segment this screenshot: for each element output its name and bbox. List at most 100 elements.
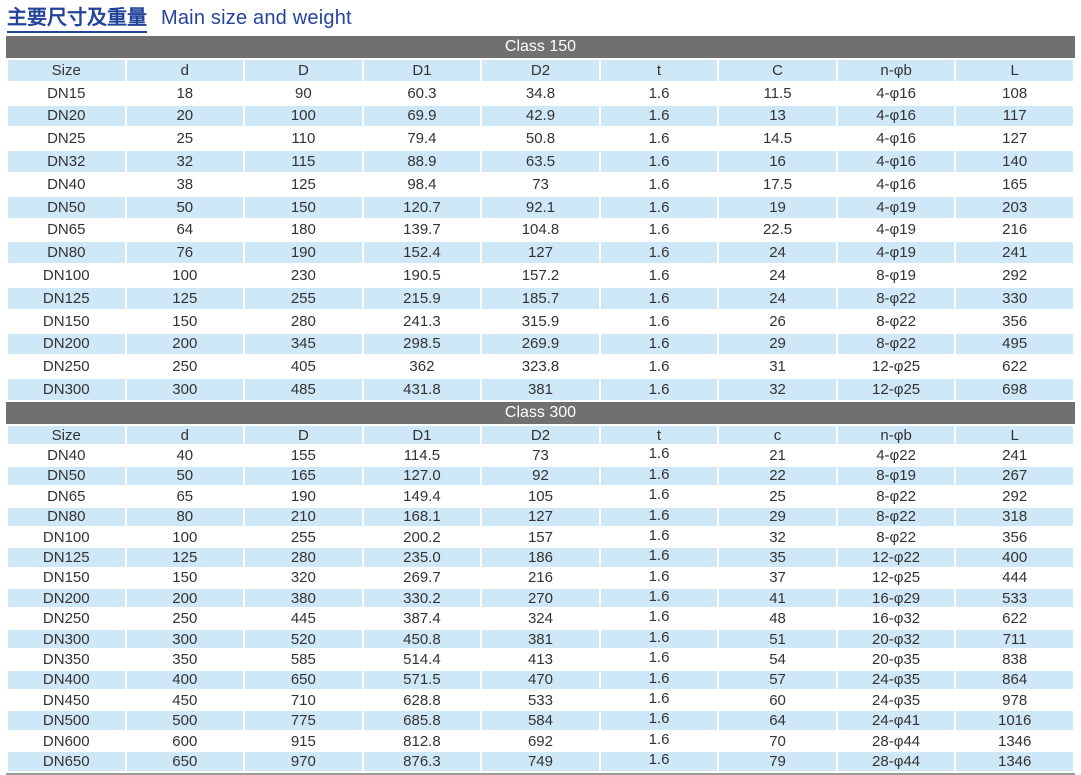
table-cell: 65 (126, 487, 244, 506)
table-cell: 150 (245, 196, 362, 218)
table-cell: DN125 (8, 548, 125, 567)
table-cell: 60.3 (363, 82, 481, 104)
table-row: DN80 80 210 168.1 127 1.6 29 8-φ22 318 (8, 507, 1073, 526)
table-cell: 1346 (956, 731, 1073, 751)
table-cell: 1.6 (600, 82, 718, 104)
table-cell: DN500 (8, 711, 125, 730)
table-cell: 37 (719, 568, 836, 588)
table-cell: DN80 (8, 242, 125, 264)
table-cell: 533 (956, 589, 1073, 608)
table-cell: 200 (126, 589, 244, 608)
page-title: 主要尺寸及重量 Main size and weight (7, 1, 1081, 33)
table-cell: 92.1 (482, 196, 599, 218)
table-cell: 267 (956, 466, 1073, 486)
table-cell: 685.8 (363, 711, 481, 730)
table-cell: 650 (245, 670, 362, 690)
table-cell: 76 (126, 242, 244, 264)
table-cell: 8-φ19 (837, 466, 955, 486)
column-header: c (719, 425, 836, 445)
table-cell: 79.4 (363, 128, 481, 150)
table-cell: 978 (956, 691, 1073, 710)
column-header: D (245, 60, 362, 81)
table-cell: 26 (719, 310, 836, 332)
table-cell: 318 (956, 507, 1073, 526)
table-cell: 1.6 (600, 287, 718, 309)
table-cell: DN50 (8, 466, 125, 486)
table-cell: 622 (956, 609, 1073, 628)
table-section-class-300: Class 300 Size d D D1 D2 t c n-φb L DN40 40 155 114.5… (6, 401, 1075, 773)
table-cell: 495 (956, 333, 1073, 355)
table-row: DN100 100 255 200.2 157 1.6 32 8-φ22 356 (8, 527, 1073, 547)
table-cell: 600 (126, 731, 244, 751)
table-cell: 270 (482, 589, 599, 608)
table-cell: DN200 (8, 333, 125, 355)
table-cell: 692 (482, 731, 599, 751)
table-cell: 50 (126, 466, 244, 486)
table-cell: 235.0 (363, 548, 481, 567)
table-cell: 79 (719, 752, 836, 771)
table-row: DN40 40 155 114.5 73 1.6 21 4-φ22 241 (8, 446, 1073, 465)
table-cell: 1.6 (600, 356, 718, 378)
table-cell: 42.9 (482, 105, 599, 127)
table-cell: 584 (482, 711, 599, 730)
table-cell: 400 (126, 670, 244, 690)
table-cell: 345 (245, 333, 362, 355)
table-cell: 533 (482, 691, 599, 710)
table-row: DN650 650 970 876.3 749 1.6 79 28-φ44 1346 (8, 752, 1073, 771)
table-cell: 8-φ22 (837, 507, 955, 526)
table-row: DN300 300 485 431.8 381 1.6 32 12-φ25 698 (8, 379, 1073, 400)
table-cell: 1.6 (600, 507, 718, 526)
table-cell: DN300 (8, 379, 125, 400)
table-cell: 25 (719, 487, 836, 506)
table-cell: 585 (245, 650, 362, 669)
table-cell: 650 (126, 752, 244, 771)
table-cell: 98.4 (363, 173, 481, 195)
table-row: DN300 300 520 450.8 381 1.6 51 20-φ32 711 (8, 629, 1073, 649)
table-cell: 24 (719, 265, 836, 286)
table-cell: 215.9 (363, 287, 481, 309)
table-cell: 22.5 (719, 219, 836, 241)
table-cell: 80 (126, 507, 244, 526)
table-cell: 1.6 (600, 711, 718, 730)
table-cell: 100 (245, 105, 362, 127)
column-header: Size (8, 60, 125, 81)
table-cell: 22 (719, 466, 836, 486)
table-cell: 230 (245, 265, 362, 286)
column-header: L (956, 425, 1073, 445)
table-cell: 445 (245, 609, 362, 628)
column-header: D2 (482, 425, 599, 445)
table-cell: 18 (126, 82, 244, 104)
table-cell: 60 (719, 691, 836, 710)
table-cell: 8-φ19 (837, 265, 955, 286)
table-cell: 241 (956, 242, 1073, 264)
table-cell: 185.7 (482, 287, 599, 309)
table-cell: 24 (719, 287, 836, 309)
class-header-bar: Class 150 (6, 36, 1075, 58)
table-cell: DN20 (8, 105, 125, 127)
table-cell: DN50 (8, 196, 125, 218)
table-cell: 450 (126, 691, 244, 710)
table-cell: DN250 (8, 356, 125, 378)
table-cell: 8-φ22 (837, 527, 955, 547)
table-cell: 241 (956, 446, 1073, 465)
table-cell: 50 (126, 196, 244, 218)
table-cell: 330 (956, 287, 1073, 309)
class-header-bar: Class 300 (6, 401, 1075, 424)
table-cell: 127 (482, 242, 599, 264)
table-cell: 320 (245, 568, 362, 588)
table-cell: 12-φ25 (837, 356, 955, 378)
table-cell: 64 (719, 711, 836, 730)
column-header: D2 (482, 60, 599, 81)
table-cell: 200 (126, 333, 244, 355)
table-cell: 520 (245, 629, 362, 649)
table-cell: 876.3 (363, 752, 481, 771)
table-cell: 150 (126, 568, 244, 588)
table-cell: 698 (956, 379, 1073, 400)
table-cell: 1.6 (600, 609, 718, 628)
column-header: D1 (363, 425, 481, 445)
table-cell: 104.8 (482, 219, 599, 241)
table-cell: DN300 (8, 629, 125, 649)
table-row: DN65 65 190 149.4 105 1.6 25 8-φ22 292 (8, 487, 1073, 506)
table-cell: 622 (956, 356, 1073, 378)
table-cell: 323.8 (482, 356, 599, 378)
